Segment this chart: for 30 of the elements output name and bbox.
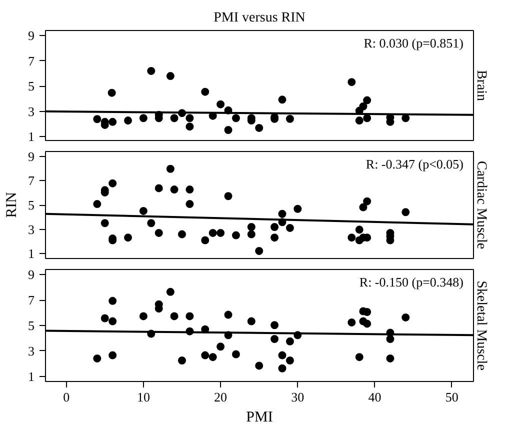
x-tick-label: 0 — [63, 390, 70, 404]
y-tick-label: 9 — [28, 267, 34, 282]
x-tick-label: 20 — [214, 390, 228, 404]
y-tick-label: 1 — [28, 129, 34, 144]
y-tick-label: 5 — [28, 318, 34, 333]
y-tick-label: 9 — [28, 148, 34, 164]
y-tick-label: 1 — [28, 246, 34, 262]
y-tick-label: 7 — [28, 292, 35, 308]
text: Skeletal Muscle — [474, 280, 488, 370]
y-tick-label: 1 — [28, 368, 34, 384]
annotation: R: -0.150 (p=0.348) — [359, 274, 464, 290]
y-tick-label: 7 — [28, 53, 35, 68]
y-tick-label: 5 — [28, 198, 34, 212]
y-tick-label: 3 — [28, 222, 34, 237]
text: Brain — [474, 70, 488, 102]
x-tick-label: 10 — [136, 390, 150, 404]
y-tick-label: 5 — [28, 78, 34, 94]
y-axis-title: RIN — [4, 192, 20, 218]
y-tick-label: 9 — [28, 28, 34, 44]
y-tick-label: 3 — [28, 104, 34, 119]
x-axis-title: PMI — [246, 410, 273, 426]
y-tick-label: 3 — [28, 343, 34, 358]
x-tick-label: 40 — [368, 390, 382, 404]
y-tick-label: 7 — [28, 173, 35, 188]
x-tick-label: 50 — [445, 390, 458, 404]
annotation: R: 0.030 (p=0.851) — [364, 36, 464, 50]
annotation: R: -0.347 (p<0.05) — [366, 156, 464, 172]
chart-title: PMI versus RIN — [214, 10, 306, 26]
x-tick-label: 30 — [291, 390, 304, 404]
text: Cardiac Muscle — [474, 160, 488, 250]
